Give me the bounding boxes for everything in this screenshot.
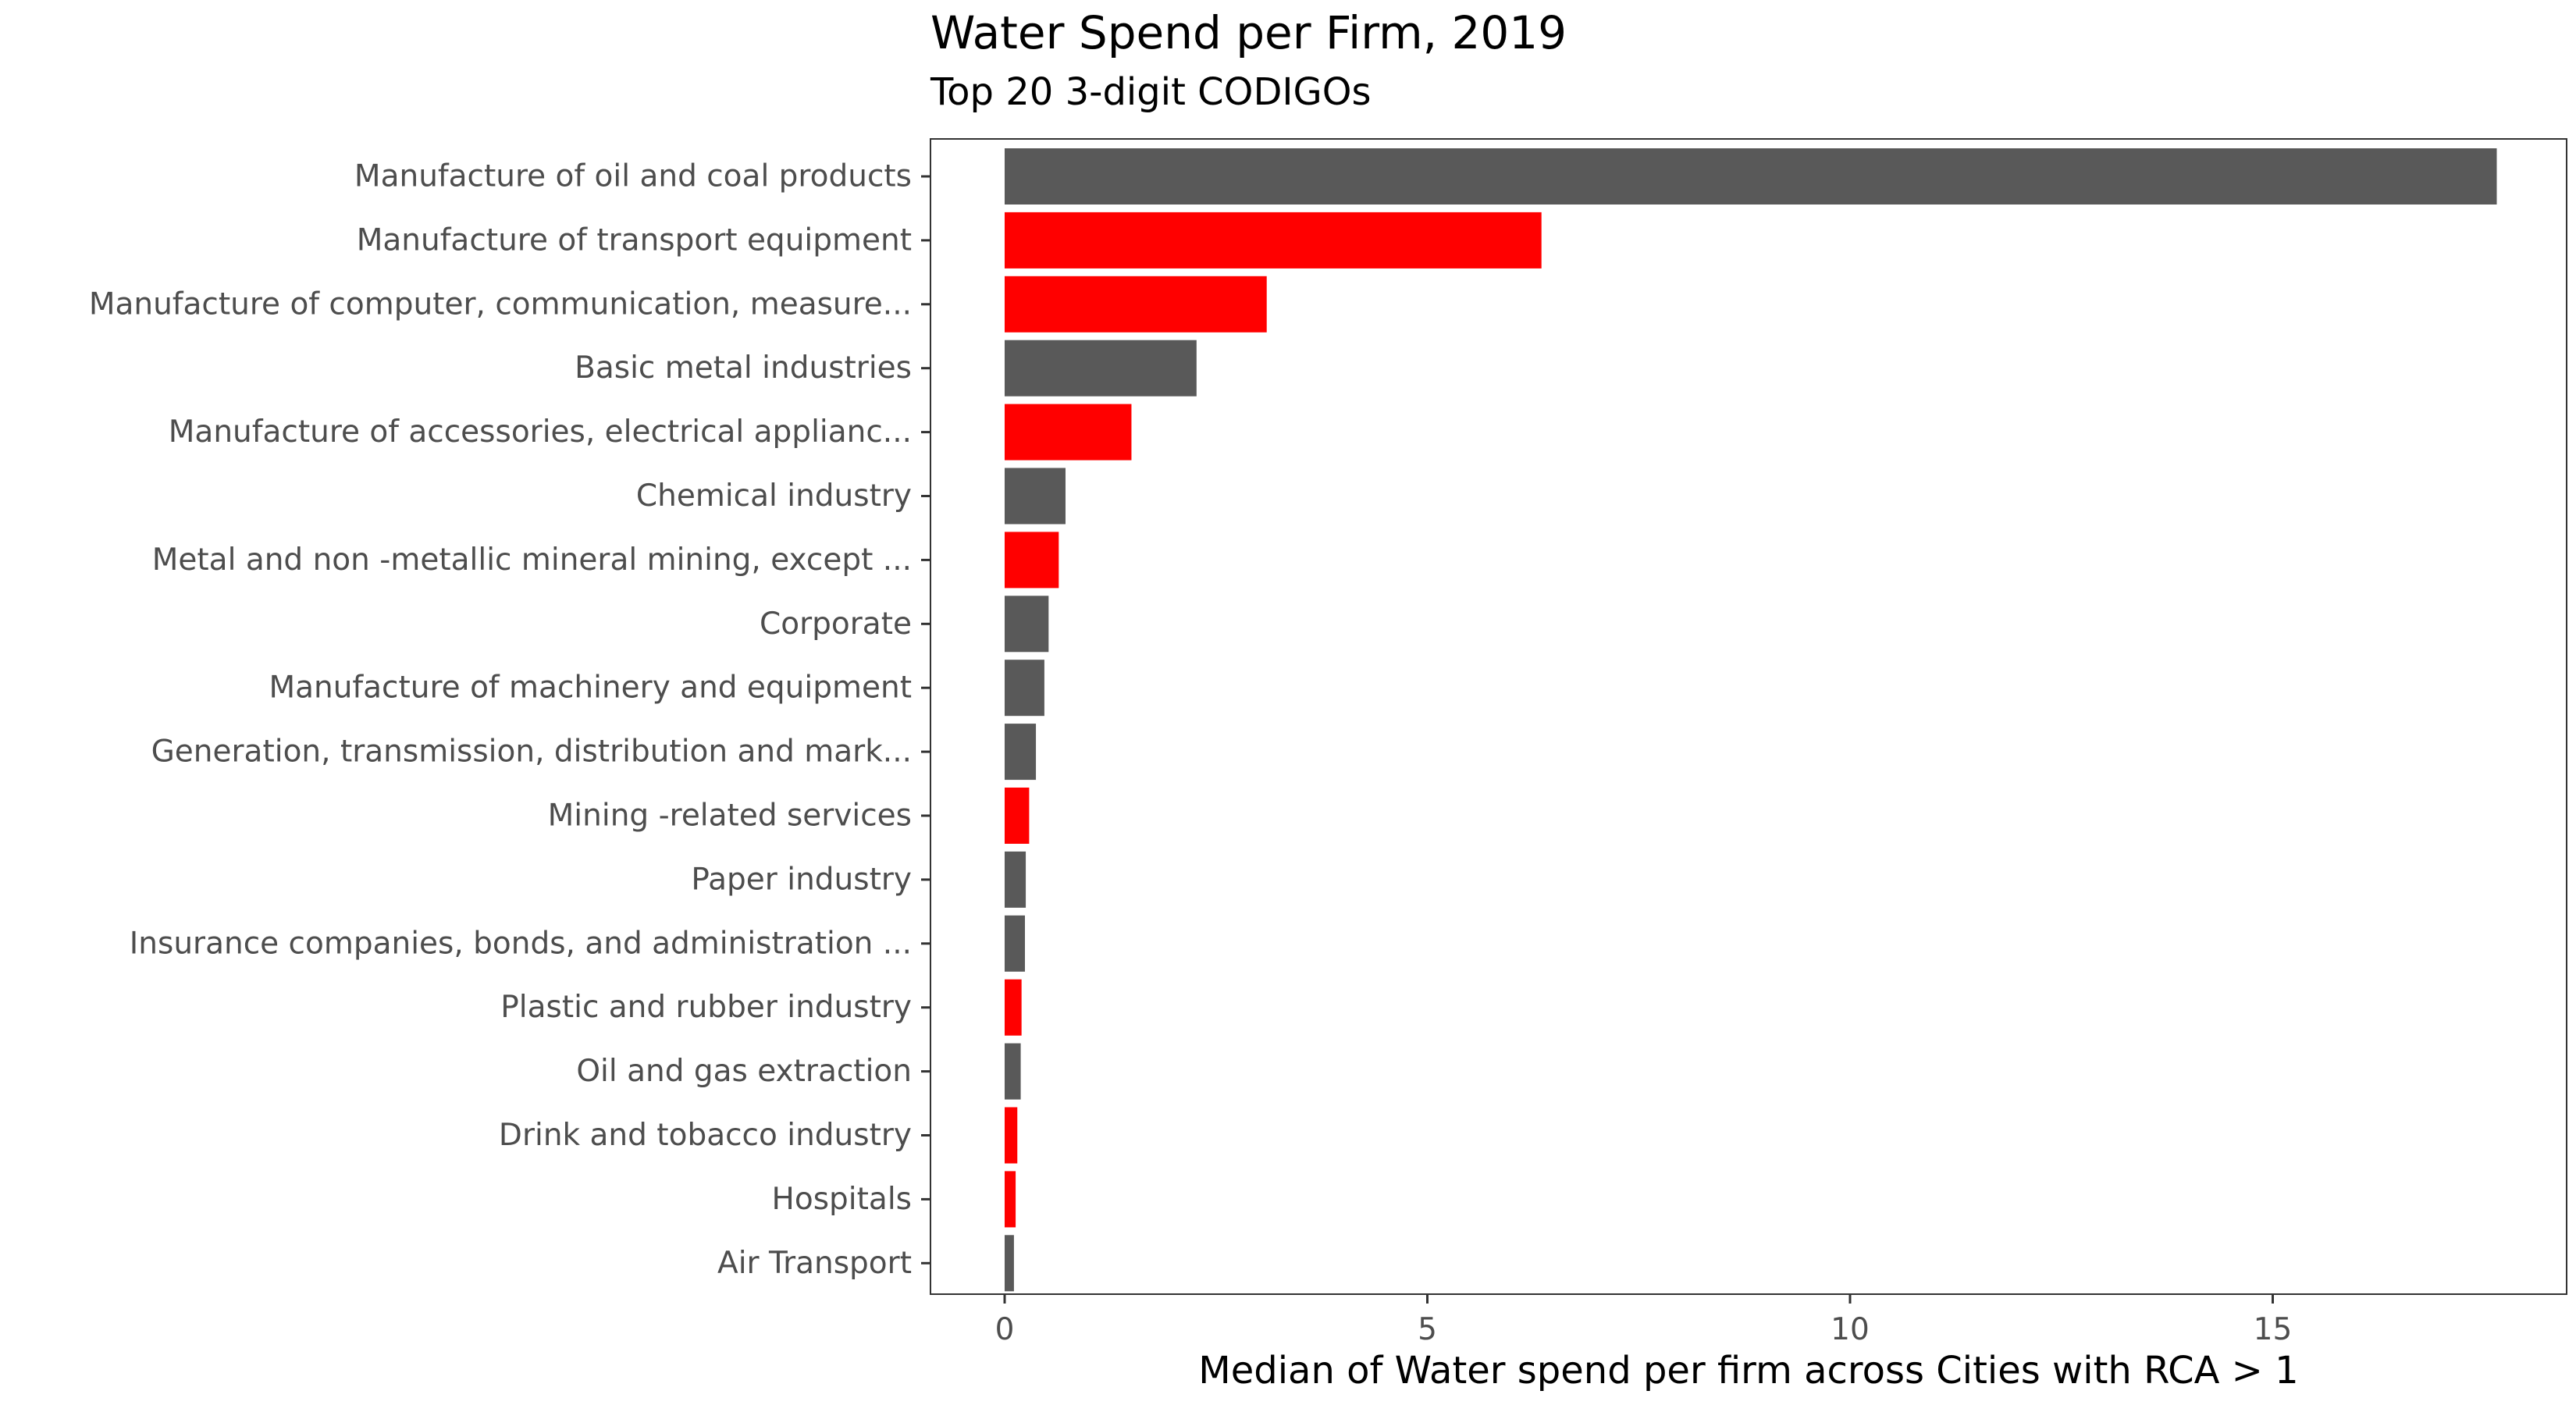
- bar: [1005, 851, 1026, 908]
- x-tick-label: 15: [2254, 1312, 2293, 1347]
- y-tick-label: Metal and non -metallic mineral mining, …: [152, 542, 912, 578]
- bar: [1005, 148, 2497, 205]
- bar: [1005, 596, 1049, 653]
- y-tick-label: Corporate: [760, 606, 912, 642]
- bar: [1005, 340, 1197, 397]
- y-tick-label: Manufacture of transport equipment: [357, 222, 912, 258]
- y-tick-label: Insurance companies, bonds, and administ…: [130, 926, 912, 961]
- bar: [1005, 1043, 1021, 1100]
- bar: [1005, 979, 1022, 1036]
- y-tick-label: Generation, transmission, distribution a…: [151, 735, 912, 770]
- bar: [1005, 276, 1267, 333]
- chart-subtitle: Top 20 3-digit CODIGOs: [930, 70, 1372, 114]
- y-tick-label: Air Transport: [717, 1246, 912, 1281]
- y-tick-label: Plastic and rubber industry: [500, 990, 912, 1025]
- bar-group: [1005, 148, 2497, 1292]
- bar: [1005, 915, 1025, 972]
- y-tick-label: Hospitals: [772, 1182, 912, 1217]
- bar: [1005, 1107, 1018, 1164]
- bar: [1005, 1171, 1016, 1228]
- y-tick-label: Manufacture of accessories, electrical a…: [169, 414, 912, 450]
- bar: [1005, 724, 1037, 781]
- x-tick-label: 10: [1831, 1312, 1870, 1347]
- bar: [1005, 468, 1066, 525]
- y-tick-label: Paper industry: [691, 862, 912, 897]
- bar: [1005, 660, 1044, 717]
- bar: [1005, 404, 1132, 461]
- y-tick-label: Manufacture of machinery and equipment: [269, 670, 912, 706]
- y-tick-label: Basic metal industries: [575, 350, 912, 386]
- bar: [1005, 1235, 1014, 1292]
- chart-title: Water Spend per Firm, 2019: [930, 6, 1567, 59]
- y-tick-label: Manufacture of oil and coal products: [354, 159, 912, 194]
- bar: [1005, 788, 1030, 844]
- bar: [1005, 212, 1542, 269]
- bar: [1005, 532, 1059, 589]
- x-tick-label: 5: [1418, 1312, 1437, 1347]
- y-tick-label: Drink and tobacco industry: [499, 1118, 912, 1153]
- y-tick-label: Mining -related services: [548, 799, 912, 834]
- y-tick-label: Manufacture of computer, communication, …: [89, 286, 912, 322]
- y-tick-label: Oil and gas extraction: [576, 1054, 912, 1089]
- x-axis: 0 5 10 15: [995, 1294, 2293, 1347]
- x-tick-label: 0: [995, 1312, 1015, 1347]
- y-axis: Manufacture of oil and coal products Manu…: [89, 159, 930, 1281]
- y-tick-label: Chemical industry: [636, 478, 912, 514]
- x-axis-label: Median of Water spend per firm across Ci…: [1198, 1349, 2298, 1393]
